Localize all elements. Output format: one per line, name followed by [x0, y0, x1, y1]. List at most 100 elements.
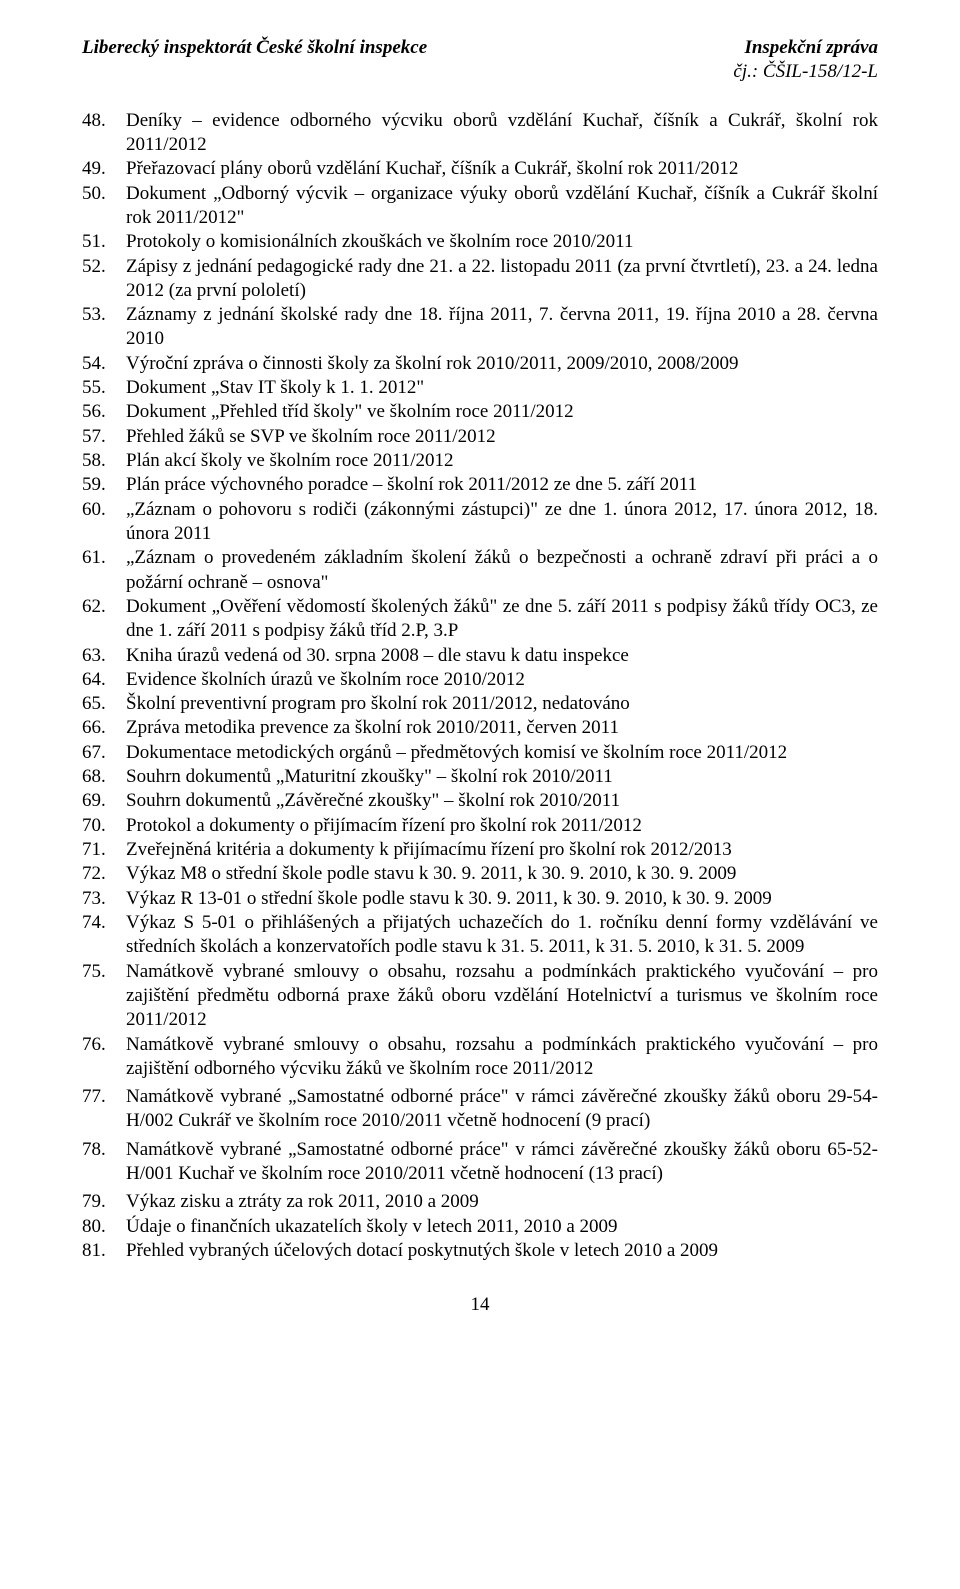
item-text: „Záznam o pohovoru s rodiči (zákonnými z… [126, 498, 878, 547]
item-text: Přehled žáků se SVP ve školním roce 2011… [126, 425, 878, 449]
item-text: Evidence školních úrazů ve školním roce … [126, 668, 878, 692]
item-text: Namátkově vybrané smlouvy o obsahu, rozs… [126, 1033, 878, 1082]
item-text: „Záznam o provedeném základním školení ž… [126, 546, 878, 595]
item-number: 66. [82, 716, 126, 740]
item-number: 72. [82, 862, 126, 886]
list-item: 62.Dokument „Ověření vědomostí školených… [82, 595, 878, 644]
item-number: 79. [82, 1190, 126, 1214]
item-text: Dokument „Přehled tříd školy" ve školním… [126, 400, 878, 424]
list-item: 79.Výkaz zisku a ztráty za rok 2011, 201… [82, 1190, 878, 1214]
item-text: Školní preventivní program pro školní ro… [126, 692, 878, 716]
header-ref: čj.: ČŠIL-158/12-L [733, 60, 878, 84]
list-item: 71.Zveřejněná kritéria a dokumenty k při… [82, 838, 878, 862]
item-number: 49. [82, 157, 126, 181]
item-text: Dokument „Stav IT školy k 1. 1. 2012" [126, 376, 878, 400]
list-item: 73.Výkaz R 13-01 o střední škole podle s… [82, 887, 878, 911]
item-text: Výkaz zisku a ztráty za rok 2011, 2010 a… [126, 1190, 878, 1214]
list-item: 72.Výkaz M8 o střední škole podle stavu … [82, 862, 878, 886]
item-text: Plán akcí školy ve školním roce 2011/201… [126, 449, 878, 473]
item-number: 63. [82, 644, 126, 668]
list-item: 59.Plán práce výchovného poradce – školn… [82, 473, 878, 497]
list-item: 80.Údaje o finančních ukazatelích školy … [82, 1215, 878, 1239]
list-item: 81.Přehled vybraných účelových dotací po… [82, 1239, 878, 1263]
item-number: 50. [82, 182, 126, 206]
item-number: 53. [82, 303, 126, 327]
item-text: Protokoly o komisionálních zkouškách ve … [126, 230, 878, 254]
item-number: 64. [82, 668, 126, 692]
item-number: 78. [82, 1138, 126, 1162]
item-text: Namátkově vybrané smlouvy o obsahu, rozs… [126, 960, 878, 1033]
item-number: 61. [82, 546, 126, 570]
list-item: 52.Zápisy z jednání pedagogické rady dne… [82, 255, 878, 304]
item-number: 58. [82, 449, 126, 473]
list-item: 78.Namátkově vybrané „Samostatné odborné… [82, 1138, 878, 1187]
item-number: 55. [82, 376, 126, 400]
list-item: 48.Deníky – evidence odborného výcviku o… [82, 109, 878, 158]
item-number: 75. [82, 960, 126, 984]
list-item: 60.„Záznam o pohovoru s rodiči (zákonným… [82, 498, 878, 547]
item-text: Souhrn dokumentů „Maturitní zkoušky" – š… [126, 765, 878, 789]
list-item: 56.Dokument „Přehled tříd školy" ve škol… [82, 400, 878, 424]
item-number: 60. [82, 498, 126, 522]
list-item: 74.Výkaz S 5-01 o přihlášených a přijatý… [82, 911, 878, 960]
page-header: Liberecký inspektorát České školní inspe… [82, 36, 878, 85]
list-item: 55.Dokument „Stav IT školy k 1. 1. 2012" [82, 376, 878, 400]
item-number: 74. [82, 911, 126, 935]
item-text: Protokol a dokumenty o přijímacím řízení… [126, 814, 878, 838]
item-number: 76. [82, 1033, 126, 1057]
list-item: 49.Přeřazovací plány oborů vzdělání Kuch… [82, 157, 878, 181]
item-text: Výkaz S 5-01 o přihlášených a přijatých … [126, 911, 878, 960]
item-number: 54. [82, 352, 126, 376]
item-number: 77. [82, 1085, 126, 1109]
item-number: 81. [82, 1239, 126, 1263]
item-number: 57. [82, 425, 126, 449]
item-text: Dokumentace metodických orgánů – předmět… [126, 741, 878, 765]
item-number: 65. [82, 692, 126, 716]
item-number: 80. [82, 1215, 126, 1239]
list-item: 50.Dokument „Odborný výcvik – organizace… [82, 182, 878, 231]
list-item: 76.Namátkově vybrané smlouvy o obsahu, r… [82, 1033, 878, 1082]
item-text: Výkaz R 13-01 o střední škole podle stav… [126, 887, 878, 911]
item-text: Deníky – evidence odborného výcviku obor… [126, 109, 878, 158]
list-item: 75.Namátkově vybrané smlouvy o obsahu, r… [82, 960, 878, 1033]
list-item: 77.Namátkově vybrané „Samostatné odborné… [82, 1085, 878, 1134]
item-number: 70. [82, 814, 126, 838]
item-text: Záznamy z jednání školské rady dne 18. ř… [126, 303, 878, 352]
item-number: 59. [82, 473, 126, 497]
item-number: 71. [82, 838, 126, 862]
header-right: Inspekční zpráva čj.: ČŠIL-158/12-L [733, 36, 878, 85]
header-title: Inspekční zpráva [733, 36, 878, 60]
list-item: 68.Souhrn dokumentů „Maturitní zkoušky" … [82, 765, 878, 789]
item-text: Plán práce výchovného poradce – školní r… [126, 473, 878, 497]
item-text: Dokument „Odborný výcvik – organizace vý… [126, 182, 878, 231]
page-number: 14 [82, 1293, 878, 1317]
list-item: 58.Plán akcí školy ve školním roce 2011/… [82, 449, 878, 473]
list-item: 66.Zpráva metodika prevence za školní ro… [82, 716, 878, 740]
document-list: 48.Deníky – evidence odborného výcviku o… [82, 109, 878, 1264]
item-text: Souhrn dokumentů „Závěrečné zkoušky" – š… [126, 789, 878, 813]
item-text: Výkaz M8 o střední škole podle stavu k 3… [126, 862, 878, 886]
item-number: 52. [82, 255, 126, 279]
list-item: 70.Protokol a dokumenty o přijímacím říz… [82, 814, 878, 838]
item-text: Přehled vybraných účelových dotací posky… [126, 1239, 878, 1263]
list-item: 57.Přehled žáků se SVP ve školním roce 2… [82, 425, 878, 449]
item-number: 56. [82, 400, 126, 424]
item-text: Kniha úrazů vedená od 30. srpna 2008 – d… [126, 644, 878, 668]
list-item: 69.Souhrn dokumentů „Závěrečné zkoušky" … [82, 789, 878, 813]
item-number: 73. [82, 887, 126, 911]
item-text: Namátkově vybrané „Samostatné odborné pr… [126, 1085, 878, 1134]
header-left: Liberecký inspektorát České školní inspe… [82, 36, 427, 60]
list-item: 63.Kniha úrazů vedená od 30. srpna 2008 … [82, 644, 878, 668]
item-number: 62. [82, 595, 126, 619]
item-text: Výroční zpráva o činnosti školy za školn… [126, 352, 878, 376]
item-text: Namátkově vybrané „Samostatné odborné pr… [126, 1138, 878, 1187]
list-item: 67.Dokumentace metodických orgánů – před… [82, 741, 878, 765]
item-text: Zveřejněná kritéria a dokumenty k přijím… [126, 838, 878, 862]
item-number: 67. [82, 741, 126, 765]
item-text: Údaje o finančních ukazatelích školy v l… [126, 1215, 878, 1239]
list-item: 53.Záznamy z jednání školské rady dne 18… [82, 303, 878, 352]
item-number: 48. [82, 109, 126, 133]
list-item: 65.Školní preventivní program pro školní… [82, 692, 878, 716]
item-number: 68. [82, 765, 126, 789]
list-item: 54.Výroční zpráva o činnosti školy za šk… [82, 352, 878, 376]
